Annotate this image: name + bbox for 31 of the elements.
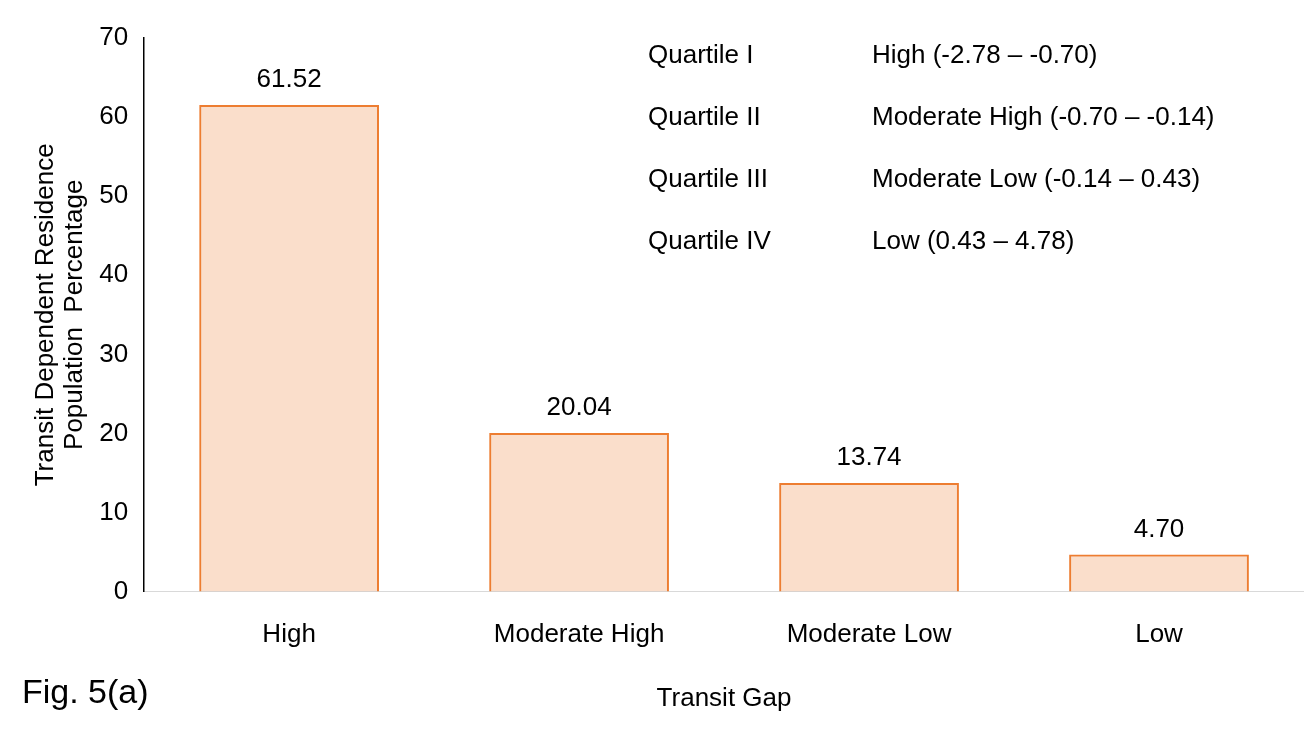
data-label: 20.04: [546, 391, 612, 422]
bar: [199, 105, 379, 592]
y-tick-label: 0: [113, 574, 129, 605]
data-label: 61.52: [256, 63, 322, 94]
annotation: Quartile IV: [648, 225, 772, 256]
x-tick-label: High: [262, 618, 316, 649]
annotation: Low (0.43 – 4.78): [872, 225, 1075, 256]
x-tick-label: Low: [1135, 618, 1184, 649]
annotation: Quartile II: [648, 101, 761, 132]
annotation: Quartile III: [648, 163, 768, 194]
x-tick-label: Moderate Low: [786, 618, 952, 649]
annotation: Quartile I: [648, 39, 754, 70]
y-tick-label: 40: [99, 258, 129, 289]
data-label: 13.74: [836, 441, 902, 472]
y-tick-label: 10: [99, 495, 129, 526]
bar: [489, 433, 669, 592]
y-tick-label: 70: [99, 21, 129, 52]
data-label: 4.70: [1133, 512, 1185, 543]
annotation: High (-2.78 – -0.70): [872, 39, 1098, 70]
annotation: Moderate Low (-0.14 – 0.43): [872, 163, 1201, 194]
x-axis-title: Transit Gap: [656, 681, 792, 712]
bar: [1069, 554, 1249, 592]
y-tick-label: 50: [99, 179, 129, 210]
y-tick-label: 60: [99, 100, 129, 131]
caption: Fig. 5(a): [22, 672, 149, 711]
y-axis-title: Transit Dependent Residence Population Percentage: [29, 143, 89, 487]
annotation: Moderate High (-0.70 – -0.14): [872, 101, 1215, 132]
bar: [779, 482, 959, 592]
y-tick-label: 30: [99, 337, 129, 368]
y-tick-label: 20: [99, 416, 129, 447]
x-tick-label: Moderate High: [493, 618, 665, 649]
